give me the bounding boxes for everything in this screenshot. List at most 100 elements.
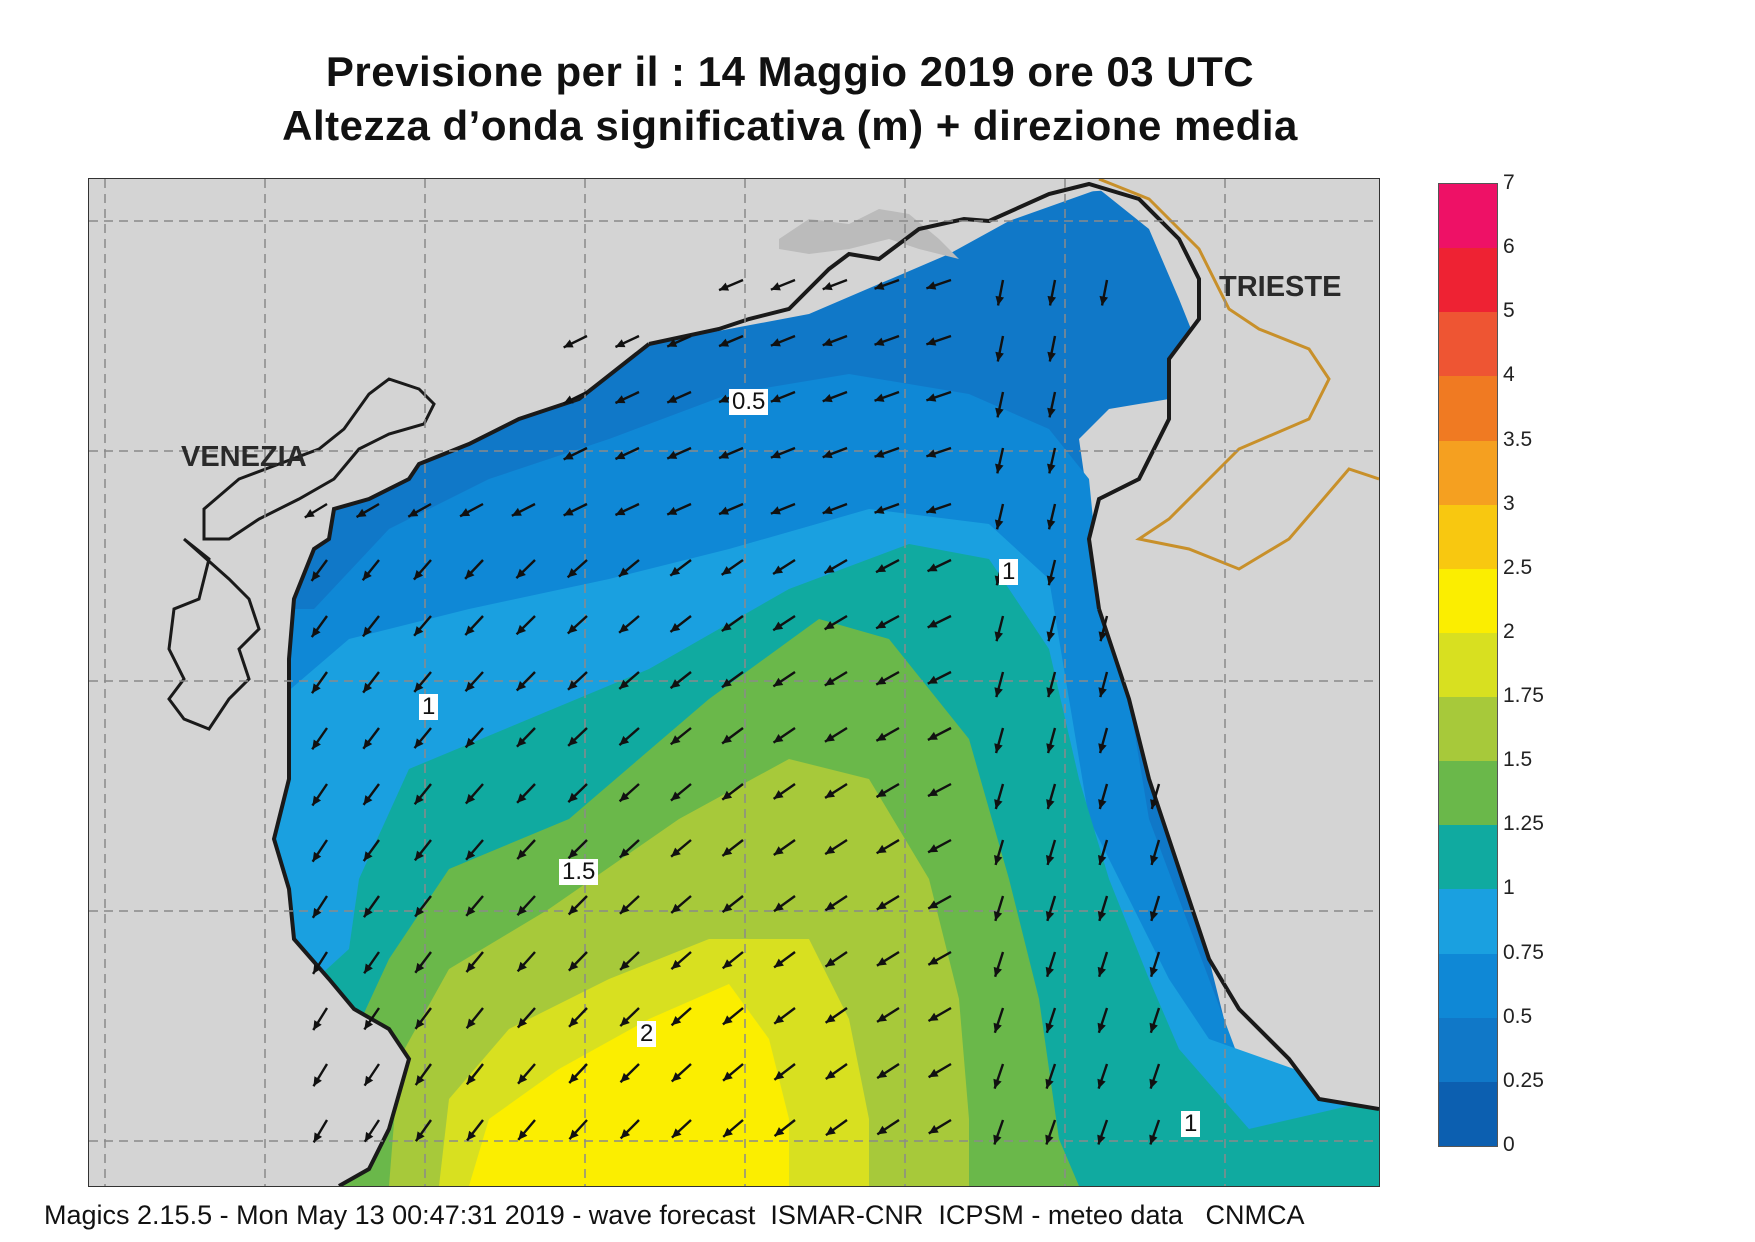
direction-arrow-head <box>414 794 424 805</box>
colorbar-tick-label: 0.75 <box>1503 940 1544 964</box>
direction-arrow-head <box>466 962 476 973</box>
colorbar-segment <box>1439 953 1497 1019</box>
colorbar-tick-label: 1 <box>1503 876 1515 900</box>
direction-arrow-head <box>874 337 885 346</box>
direction-arrow-head <box>721 566 732 575</box>
direction-arrow-head <box>465 681 475 692</box>
direction-arrow-head <box>773 621 784 631</box>
direction-arrow-head <box>563 339 574 348</box>
direction-arrow-head <box>569 1073 579 1083</box>
direction-arrow-head <box>363 795 373 805</box>
direction-arrow-head <box>1097 1078 1106 1089</box>
colorbar-segment <box>1439 1081 1497 1147</box>
direction-arrow-head <box>1046 575 1056 586</box>
direction-arrow-head <box>1046 519 1056 530</box>
direction-arrow-head <box>994 743 1003 754</box>
city-label-trieste: TRIESTE <box>1219 271 1342 303</box>
title-line-1: Previsione per il : 14 Maggio 2019 ore 0… <box>325 48 1255 95</box>
direction-arrow-head <box>1045 1078 1054 1089</box>
direction-arrow-head <box>363 907 373 918</box>
direction-arrow-head <box>671 903 681 913</box>
direction-arrow-head <box>460 508 471 517</box>
colorbar-tick-label: 2.5 <box>1503 555 1533 579</box>
direction-arrow-head <box>722 790 733 800</box>
direction-arrow-head <box>415 906 425 917</box>
direction-arrow-head <box>773 677 784 687</box>
direction-arrow-head <box>876 620 887 629</box>
direction-arrow-head <box>465 625 475 636</box>
direction-arrow-head <box>1098 631 1108 642</box>
contour-label: 1 <box>1181 1111 1201 1137</box>
direction-arrow-head <box>876 901 887 910</box>
direction-arrow-head <box>824 620 835 630</box>
direction-arrow-head <box>928 956 939 965</box>
direction-arrow-head <box>770 282 781 291</box>
direction-arrow-head <box>313 1132 323 1143</box>
direction-arrow-head <box>517 961 527 972</box>
direction-arrow-head <box>465 737 475 748</box>
direction-arrow-head <box>414 850 424 861</box>
direction-arrow-head <box>415 1019 425 1029</box>
direction-arrow-head <box>1045 1134 1054 1145</box>
direction-arrow-head <box>670 791 681 801</box>
land-east <box>1089 179 1379 1109</box>
direction-arrow-head <box>874 281 885 290</box>
direction-arrow-head <box>1149 855 1159 865</box>
direction-arrow-head <box>518 1130 528 1140</box>
direction-arrow-head <box>414 682 424 692</box>
direction-arrow-head <box>415 962 425 973</box>
direction-arrow-head <box>1046 743 1055 754</box>
direction-arrow-head <box>356 508 367 518</box>
direction-arrow-head <box>620 960 630 970</box>
direction-arrow-head <box>773 902 784 912</box>
direction-arrow-head <box>615 507 626 516</box>
colorbar-segment <box>1439 312 1497 377</box>
direction-arrow-head <box>719 394 730 403</box>
direction-arrow-head <box>876 732 887 741</box>
direction-arrow-head <box>1098 799 1107 809</box>
direction-arrow-head <box>825 845 836 855</box>
direction-arrow-head <box>1149 1078 1158 1089</box>
direction-arrow-head <box>770 506 781 515</box>
direction-arrow-head <box>927 731 938 740</box>
direction-arrow-head <box>928 1125 939 1134</box>
direction-arrow-head <box>364 963 373 974</box>
direction-arrow-head <box>1097 910 1107 921</box>
direction-arrow-head <box>928 1068 939 1078</box>
direction-arrow-head <box>568 792 578 803</box>
direction-arrow-head <box>1045 855 1055 865</box>
direction-arrow-head <box>1045 910 1055 921</box>
colorbar-tick-label: 0 <box>1503 1133 1515 1156</box>
direction-arrow-head <box>363 738 373 749</box>
direction-arrow-head <box>770 450 781 459</box>
direction-arrow-head <box>568 961 579 971</box>
direction-arrow-head <box>927 675 938 684</box>
direction-arrow-head <box>994 631 1004 642</box>
direction-arrow-head <box>671 1072 682 1082</box>
direction-arrow-head <box>719 506 730 515</box>
colorbar <box>1438 183 1498 1147</box>
wave-map-svg <box>89 179 1379 1186</box>
direction-arrow-head <box>773 846 784 856</box>
direction-arrow-head <box>516 681 527 691</box>
direction-arrow-head <box>467 1130 477 1141</box>
direction-arrow-head <box>773 790 784 799</box>
direction-arrow-head <box>311 571 321 581</box>
direction-arrow-head <box>670 566 681 576</box>
direction-arrow-head <box>928 1012 939 1021</box>
colorbar-tick-label: 1.75 <box>1503 684 1544 708</box>
direction-arrow-head <box>313 1076 322 1087</box>
direction-arrow-head <box>518 1074 528 1084</box>
colorbar-tick-label: 0.25 <box>1503 1068 1544 1092</box>
direction-arrow-head <box>511 507 522 516</box>
colorbar-tick-label: 2 <box>1503 619 1515 643</box>
direction-arrow-head <box>567 568 578 578</box>
direction-arrow-head <box>620 1072 630 1083</box>
direction-arrows <box>304 278 1161 1145</box>
direction-arrow-head <box>313 1020 322 1031</box>
direction-arrow-head <box>825 789 835 798</box>
colorbar-segment <box>1439 632 1497 698</box>
colorbar-tick-label: 3 <box>1503 491 1515 515</box>
direction-arrow-head <box>877 1069 888 1079</box>
direction-arrow-head <box>994 687 1003 698</box>
